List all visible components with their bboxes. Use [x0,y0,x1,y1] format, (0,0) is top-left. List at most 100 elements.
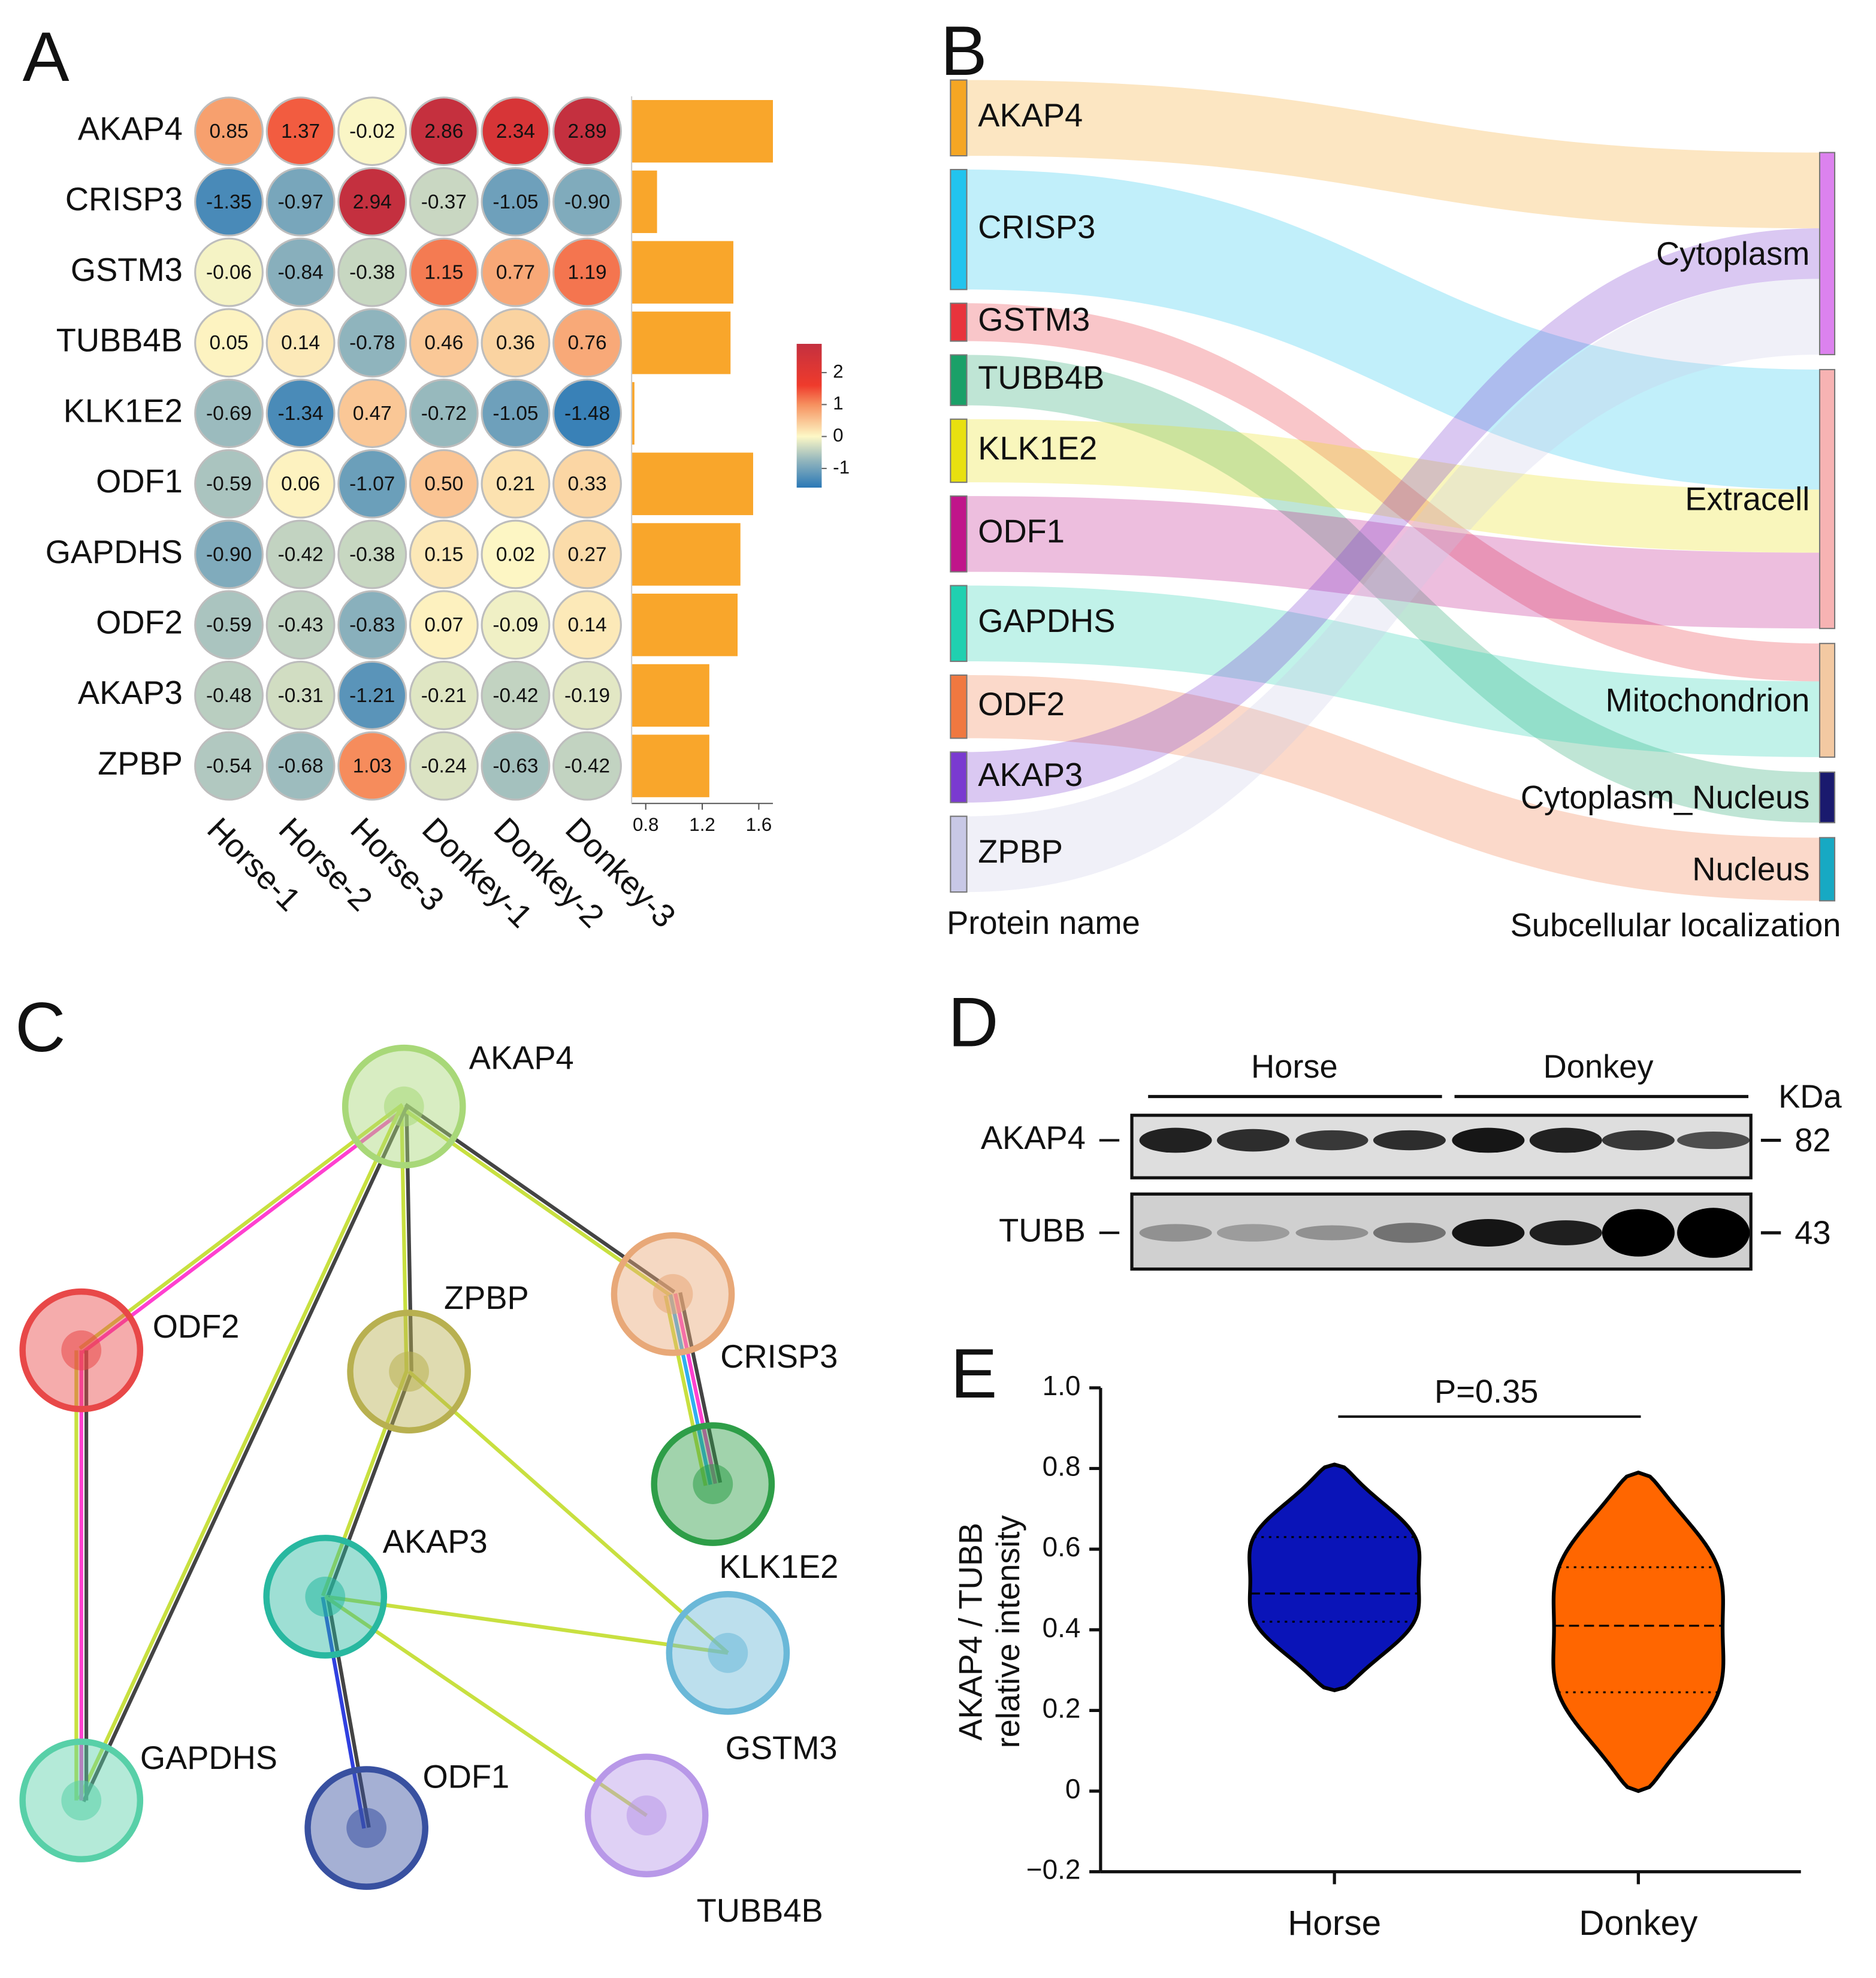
heat-cell [481,590,551,660]
y-tick-label: 0.8 [1043,1451,1081,1482]
blot-band [1373,1130,1446,1151]
colorbar [796,343,822,488]
bar-tick-label: 1.6 [746,814,772,835]
annotation: P=0.35 [1434,1374,1538,1410]
axis-label: Protein name [947,905,1140,941]
heat-cell [194,167,264,237]
heat-cell [265,731,336,801]
heat-cell [552,660,622,730]
row-label: TUBB [999,1212,1086,1248]
left-node [950,303,968,342]
heat-cell [552,167,622,237]
network-edge [325,1372,413,1598]
violin [1247,1462,1422,1692]
cell-label: -0.97 [278,191,324,213]
blot-band [1677,1208,1750,1258]
bar [632,523,741,586]
node-structure [708,1632,748,1673]
cell-label: -0.06 [206,261,252,283]
x-tick-label: Horse [1288,1904,1381,1943]
heat-cell [552,449,622,519]
cell-label: 1.37 [281,120,320,143]
cell-label: 2.34 [496,120,535,143]
heat-cell [552,731,622,801]
blot-band [1677,1131,1750,1150]
network-edge [663,1295,708,1486]
cell-label: 0.14 [281,332,320,354]
row-label: AKAP3 [78,675,183,711]
blot-band [1452,1219,1525,1247]
left-node-label: CRISP3 [978,209,1095,245]
heat-cell [265,590,336,660]
bar [632,99,773,163]
x-tick-label: Donkey [1579,1904,1698,1943]
heat-cell [481,660,551,730]
heat-cell [337,308,407,378]
cell-label: 1.19 [568,261,607,283]
heat-cell [409,519,479,589]
left-node-label: TUBB4B [978,360,1104,396]
network-edge [78,1103,404,1350]
y-tick-label: 0.2 [1043,1692,1081,1723]
bar [632,664,709,727]
right-node [1818,771,1836,824]
node-label: CRISP3 [720,1339,838,1375]
row-label: CRISP3 [65,182,183,217]
sankey-link [966,80,1820,229]
node-label: AKAP4 [469,1040,574,1076]
right-node-label: Cytoplasm [1656,236,1809,272]
cell-label: 0.76 [568,332,607,354]
cell-label: 0.07 [424,614,463,636]
blot-band [1602,1130,1675,1151]
cell-label: -1.34 [278,403,324,425]
cell-label: 0.06 [281,473,320,495]
heat-cell [194,660,264,730]
y-axis-label: AKAP4 / TUBB [953,1523,989,1741]
bar [632,382,635,445]
cell-label: 0.15 [424,543,463,565]
cell-label: -0.69 [206,403,252,425]
panel-label: D [948,983,998,1061]
node-label: ODF2 [153,1309,240,1345]
left-node [950,751,968,803]
sankey-link [966,675,1820,901]
left-node [950,79,968,157]
right-node [1818,643,1836,758]
cell-label: -0.90 [564,191,610,213]
cell-label: -1.07 [349,473,395,495]
row-label: AKAP4 [981,1120,1086,1156]
heat-cell [409,237,479,307]
cell-label: -1.21 [349,685,395,707]
network-edge [399,1106,409,1372]
node-label: KLK1E2 [719,1549,838,1585]
cell-label: -0.63 [493,755,538,778]
bar [632,734,709,797]
left-node-label: GAPDHS [978,603,1115,639]
heat-cell [265,449,336,519]
blot-band [1452,1127,1525,1153]
heat-cell [409,308,479,378]
cell-label: -0.37 [421,191,467,213]
y-tick-label: 0 [1065,1773,1081,1804]
group-label: Horse [1251,1049,1338,1085]
heat-cell [194,96,264,167]
blot-band [1295,1225,1369,1241]
colorbar-tick-label: 1 [833,393,843,414]
cell-label: -0.09 [493,614,538,636]
heat-cell [265,237,336,307]
heat-cell [194,731,264,801]
heat-cell [337,731,407,801]
axis-label: Subcellular localization [1511,908,1841,943]
sankey-link [966,419,1820,553]
bar [632,241,733,304]
panel-label: E [950,1334,997,1413]
cell-label: 0.27 [568,543,607,565]
bar [632,311,731,374]
cell-label: -0.38 [349,543,395,565]
blot-band [1295,1130,1369,1151]
cell-label: -0.31 [278,685,324,707]
cell-label: -0.43 [278,614,324,636]
left-node [950,354,968,406]
